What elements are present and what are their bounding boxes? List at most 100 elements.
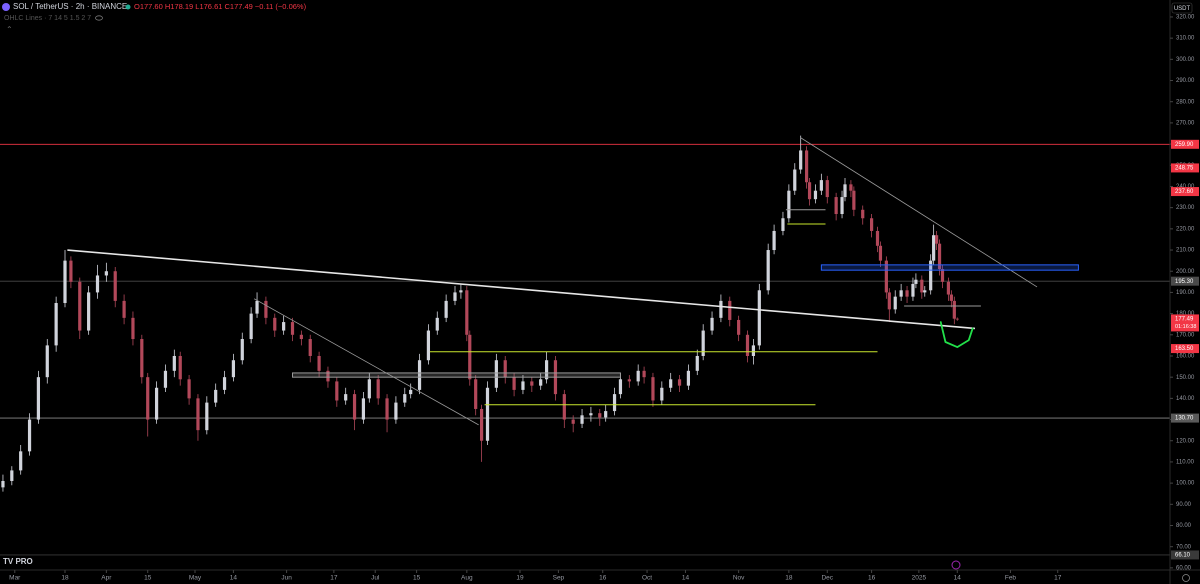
x-tick-label: Jun xyxy=(281,575,292,582)
candle-body xyxy=(163,370,168,388)
y-tick-label: 230.00 xyxy=(1176,205,1195,211)
candle-body xyxy=(255,300,259,314)
candle-body xyxy=(745,334,750,356)
y-tick-label: 220.00 xyxy=(1176,226,1195,232)
candle-body xyxy=(178,355,182,380)
candle-body xyxy=(946,281,951,295)
candle-body xyxy=(435,317,439,331)
y-tick-label: 100.00 xyxy=(1176,481,1195,487)
y-tick-label: 150.00 xyxy=(1176,375,1195,381)
candle-body xyxy=(187,379,191,399)
candle-body xyxy=(932,235,936,261)
candle-body xyxy=(923,290,927,293)
y-tick-label: 280.00 xyxy=(1176,99,1195,105)
candle-body xyxy=(695,355,699,371)
candle-body xyxy=(804,150,809,183)
candle-body xyxy=(361,398,366,420)
candle-body xyxy=(417,360,422,390)
visibility-icon[interactable] xyxy=(95,15,103,21)
candle-body xyxy=(598,413,602,418)
settings-icon[interactable] xyxy=(1182,574,1190,582)
price-badge-label: 248.75 xyxy=(1175,166,1194,172)
candle-body xyxy=(737,319,741,335)
candle-body xyxy=(669,379,673,388)
candle-body xyxy=(468,334,472,380)
y-tick-label: 80.00 xyxy=(1176,523,1192,529)
y-tick-label: 140.00 xyxy=(1176,396,1195,402)
collapse-icon[interactable]: ⌃ xyxy=(6,25,13,34)
candle-body xyxy=(385,398,389,420)
candle-body xyxy=(394,402,398,420)
currency: USDT xyxy=(1174,6,1191,12)
trend-line xyxy=(253,298,479,426)
x-tick-label: 19 xyxy=(516,575,524,582)
y-tick-label: 310.00 xyxy=(1176,36,1195,42)
candle-body xyxy=(899,290,903,297)
x-tick-label: 15 xyxy=(144,575,152,582)
y-tick-label: 240.00 xyxy=(1176,184,1195,190)
candle-body xyxy=(87,292,91,331)
candle-body xyxy=(562,394,566,420)
price-badge-label: 163.50 xyxy=(1175,346,1194,352)
x-tick-label: 15 xyxy=(413,575,421,582)
candle-body xyxy=(834,197,838,215)
price-badge-label: 195.30 xyxy=(1175,279,1194,285)
candle-body xyxy=(757,290,761,346)
candle-body xyxy=(949,294,953,301)
candle-body xyxy=(651,377,655,401)
candle-body xyxy=(140,339,144,378)
x-tick-label: 18 xyxy=(785,575,793,582)
candle-body xyxy=(636,370,640,382)
price-badge xyxy=(1171,139,1199,149)
x-tick-label: 17 xyxy=(330,575,338,582)
candle-body xyxy=(299,334,303,340)
y-tick-label: 300.00 xyxy=(1176,57,1195,63)
x-tick-label: Oct xyxy=(642,575,652,582)
candle-body xyxy=(914,279,918,284)
y-tick-label: 320.00 xyxy=(1176,15,1195,21)
candle-body xyxy=(793,169,797,191)
candle-body xyxy=(367,379,371,399)
candle-body xyxy=(677,379,682,386)
x-tick-label: May xyxy=(189,575,202,582)
symbol-icon xyxy=(2,3,10,11)
axes: 320.00310.00300.00290.00280.00270.00260.… xyxy=(9,15,1199,582)
candle-body xyxy=(36,377,41,420)
x-tick-label: Mar xyxy=(9,575,21,582)
x-tick-label: 16 xyxy=(599,575,607,582)
x-tick-label: 14 xyxy=(230,575,238,582)
event-icon[interactable] xyxy=(951,560,961,570)
candle-body xyxy=(728,300,732,320)
candle-body xyxy=(494,360,498,388)
x-tick-label: Aug xyxy=(461,575,473,582)
candle-body xyxy=(1,481,5,488)
candle-body xyxy=(335,381,339,401)
candle-body xyxy=(45,345,49,378)
price-badge-label: 66.10 xyxy=(1175,553,1191,559)
zone-box xyxy=(292,372,621,378)
candle-body xyxy=(465,290,469,335)
candle-body xyxy=(344,394,348,401)
y-tick-label: 120.00 xyxy=(1176,438,1195,444)
candle-body xyxy=(172,355,176,371)
candle-body xyxy=(19,451,23,471)
candle-body xyxy=(222,377,227,390)
ohlc-values: O177.60 H178.19 L176.61 C177.49 −0.11 (−… xyxy=(134,2,307,11)
currency-box[interactable] xyxy=(1171,2,1193,14)
candle-body xyxy=(69,260,73,282)
y-tick-label: 160.00 xyxy=(1176,354,1195,360)
candle-body xyxy=(273,317,277,331)
price-badge xyxy=(1171,550,1199,560)
candle-body xyxy=(376,379,380,399)
candle-body xyxy=(618,379,623,395)
candle-body xyxy=(146,377,150,420)
price-badge xyxy=(1171,314,1199,332)
y-tick-label: 70.00 xyxy=(1176,544,1192,550)
candle-body xyxy=(479,408,484,441)
x-tick-label: 14 xyxy=(682,575,690,582)
x-tick-label: Sep xyxy=(553,575,565,582)
candle-body xyxy=(869,218,874,231)
x-tick-label: Nov xyxy=(733,575,745,582)
candle-body xyxy=(934,235,939,244)
